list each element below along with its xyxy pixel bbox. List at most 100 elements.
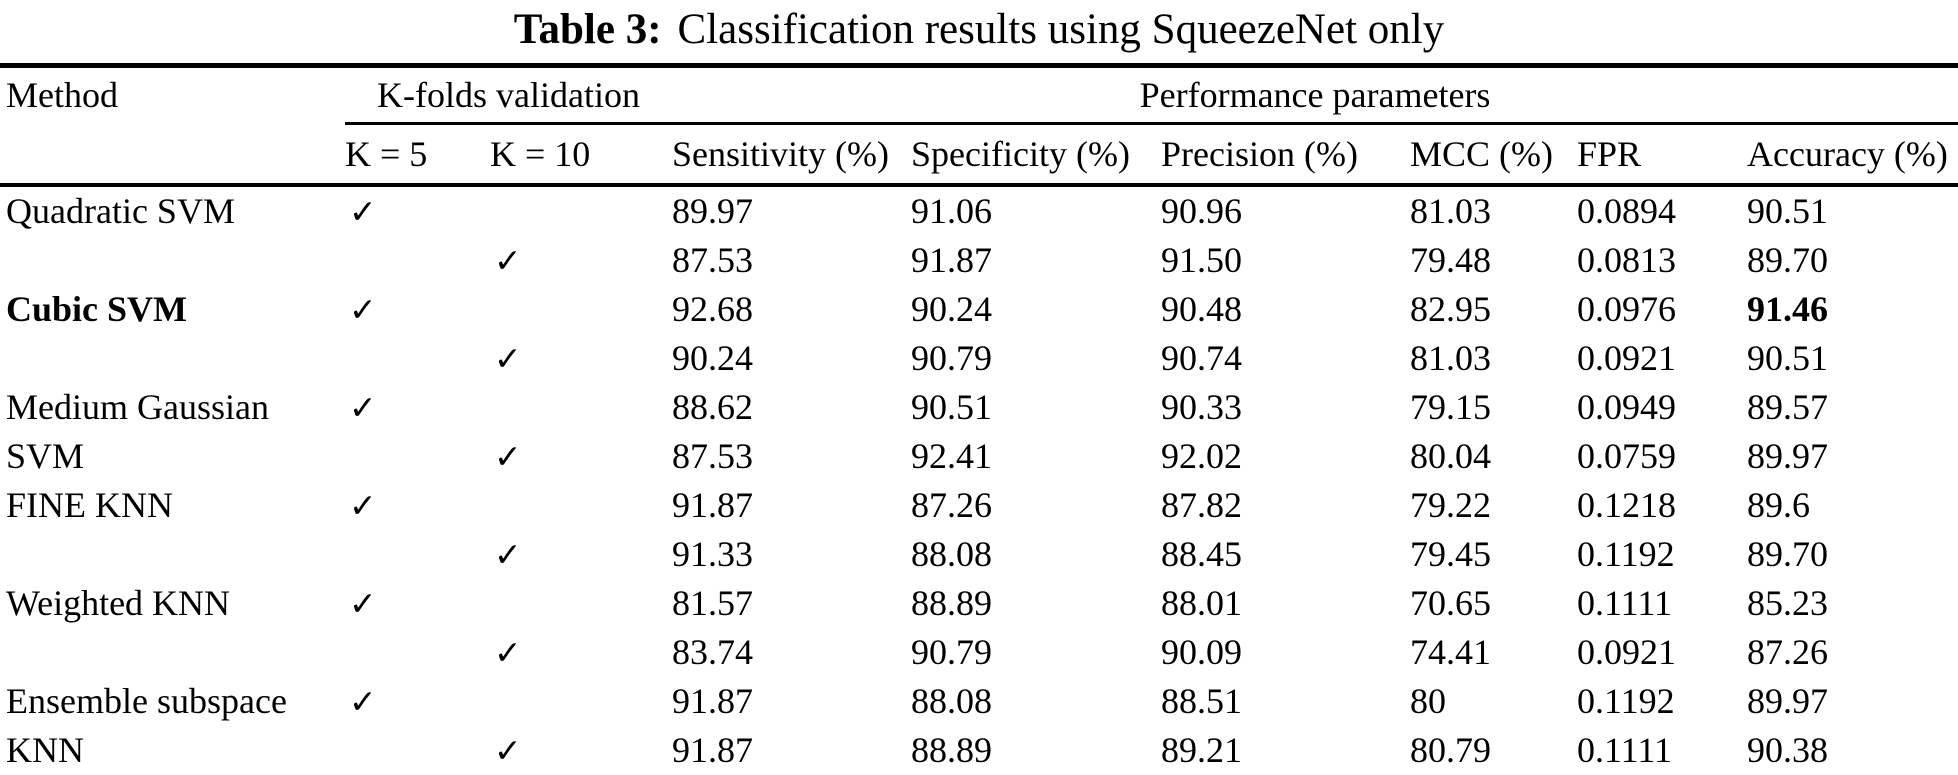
- cell-sensitivity: 91.87: [672, 485, 754, 525]
- cell-mcc: 70.65: [1410, 583, 1492, 623]
- cell-sensitivity: 89.97: [672, 191, 754, 231]
- cell-specificity: 92.41: [911, 436, 993, 476]
- cell-accuracy-best: 91.46: [1747, 289, 1829, 329]
- cell-fpr: 0.0894: [1577, 191, 1677, 231]
- k10-check-icon: ✓: [494, 535, 522, 574]
- k10-check-icon: ✓: [494, 437, 522, 476]
- k10-check-icon: ✓: [494, 731, 522, 770]
- cell-sensitivity: 88.62: [672, 387, 754, 427]
- k5-check-icon: ✓: [349, 388, 377, 427]
- k10-check-icon: ✓: [494, 339, 522, 378]
- cell-precision: 90.74: [1161, 338, 1243, 378]
- cell-accuracy: 89.70: [1747, 240, 1829, 280]
- method-cell: Quadratic SVM: [6, 191, 235, 231]
- k10-check-empty: [490, 185, 672, 236]
- cell-specificity: 90.79: [911, 632, 993, 672]
- cell-precision: 88.45: [1161, 534, 1243, 574]
- cell-sensitivity: 91.87: [672, 730, 754, 770]
- cell-precision: 88.51: [1161, 681, 1243, 721]
- cell-mcc: 79.22: [1410, 485, 1492, 525]
- table-row: ✓ 90.24 90.79 90.74 81.03 0.0921 90.51: [0, 334, 1958, 383]
- cell-mcc: 81.03: [1410, 338, 1492, 378]
- cell-mcc: 80: [1410, 681, 1447, 721]
- table-row: FINE KNN ✓ 91.87 87.26 87.82 79.22 0.121…: [0, 481, 1958, 530]
- table-caption-number: Table 3:: [513, 6, 662, 53]
- cell-specificity: 90.24: [911, 289, 993, 329]
- table-caption-title: Classification results using SqueezeNet …: [677, 6, 1445, 53]
- cell-specificity: 88.89: [911, 583, 993, 623]
- table-row: Ensemble subspace KNN ✓ 91.87 88.08 88.5…: [0, 677, 1958, 770]
- cell-specificity: 90.51: [911, 387, 993, 427]
- cell-specificity: 88.08: [911, 681, 993, 721]
- k10-check-empty: [490, 285, 672, 334]
- cell-specificity: 88.89: [911, 730, 993, 770]
- header-kfolds-group: K-folds validation: [345, 65, 673, 125]
- k5-check-empty: [345, 432, 490, 481]
- k5-check-icon: ✓: [349, 290, 377, 329]
- cell-mcc: 74.41: [1410, 632, 1492, 672]
- cell-precision: 91.50: [1161, 240, 1243, 280]
- cell-sensitivity: 91.87: [672, 681, 754, 721]
- cell-accuracy: 89.97: [1747, 436, 1829, 476]
- method-cell: Cubic SVM: [6, 289, 188, 329]
- cell-accuracy: 90.51: [1747, 191, 1829, 231]
- cell-sensitivity: 91.33: [672, 534, 754, 574]
- k5-check-empty: [345, 236, 490, 285]
- cell-accuracy: 89.6: [1747, 485, 1811, 525]
- k5-check-icon: ✓: [349, 682, 377, 721]
- cell-fpr: 0.0949: [1577, 387, 1677, 427]
- header-columns-row: K = 5 K = 10 Sensitivity (%) Specificity…: [0, 123, 1958, 187]
- k10-check-empty: [490, 579, 672, 628]
- table-row: ✓ 91.87 88.89 89.21 80.79 0.1111 90.38: [0, 726, 1958, 775]
- cell-specificity: 87.26: [911, 485, 993, 525]
- table-row: ✓ 87.53 91.87 91.50 79.48 0.0813 89.70: [0, 236, 1958, 285]
- cell-mcc: 81.03: [1410, 191, 1492, 231]
- cell-fpr: 0.1218: [1577, 485, 1677, 525]
- cell-specificity: 90.79: [911, 338, 993, 378]
- cell-mcc: 80.04: [1410, 436, 1492, 476]
- cell-fpr: 0.1111: [1577, 730, 1673, 770]
- cell-fpr: 0.0759: [1577, 436, 1677, 476]
- cell-fpr: 0.0976: [1577, 289, 1677, 329]
- table-row: ✓ 83.74 90.79 90.09 74.41 0.0921 87.26: [0, 628, 1958, 677]
- header-group-row: Method K-folds validation Performance pa…: [0, 65, 1958, 187]
- results-table: Method K-folds validation Performance pa…: [0, 63, 1958, 775]
- header-mcc: MCC (%): [1410, 123, 1578, 187]
- table-row: Cubic SVM ✓ 92.68 90.24 90.48 82.95 0.09…: [0, 285, 1958, 334]
- k5-check-empty: [345, 530, 490, 579]
- header-method: Method: [0, 65, 345, 187]
- cell-sensitivity: 90.24: [672, 338, 754, 378]
- cell-accuracy: 87.26: [1747, 632, 1829, 672]
- header-performance-group: Performance parameters: [672, 65, 1958, 125]
- table-row: Medium Gaussian SVM ✓ 88.62 90.51 90.33 …: [0, 383, 1958, 476]
- k5-check-icon: ✓: [349, 192, 377, 231]
- cell-mcc: 80.79: [1410, 730, 1492, 770]
- cell-mcc: 79.45: [1410, 534, 1492, 574]
- cell-accuracy: 89.57: [1747, 387, 1829, 427]
- cell-accuracy: 90.38: [1747, 730, 1829, 770]
- cell-precision: 88.01: [1161, 583, 1243, 623]
- cell-sensitivity: 92.68: [672, 289, 754, 329]
- cell-mcc: 79.48: [1410, 240, 1492, 280]
- table-body: Quadratic SVM ✓ 89.97 91.06 90.96 81.03 …: [0, 185, 1958, 775]
- method-cell: Ensemble subspace KNN: [6, 681, 287, 770]
- k5-check-icon: ✓: [349, 584, 377, 623]
- k5-check-empty: [345, 628, 490, 677]
- k10-check-empty: [490, 383, 672, 432]
- cell-specificity: 88.08: [911, 534, 993, 574]
- header-sensitivity: Sensitivity (%): [672, 123, 912, 187]
- table-header: Method K-folds validation Performance pa…: [0, 65, 1958, 187]
- k10-check-icon: ✓: [494, 633, 522, 672]
- cell-accuracy: 89.97: [1747, 681, 1829, 721]
- cell-accuracy: 89.70: [1747, 534, 1829, 574]
- table-caption: Table 3: Classification results using Squ…: [0, 0, 1958, 63]
- header-specificity: Specificity (%): [911, 123, 1162, 187]
- table-row: ✓ 91.33 88.08 88.45 79.45 0.1192 89.70: [0, 530, 1958, 579]
- header-k5: K = 5: [345, 123, 490, 187]
- cell-mcc: 82.95: [1410, 289, 1492, 329]
- cell-precision: 87.82: [1161, 485, 1243, 525]
- k10-check-empty: [490, 481, 672, 530]
- cell-accuracy: 85.23: [1747, 583, 1829, 623]
- cell-precision: 90.48: [1161, 289, 1243, 329]
- k10-check-icon: ✓: [494, 241, 522, 280]
